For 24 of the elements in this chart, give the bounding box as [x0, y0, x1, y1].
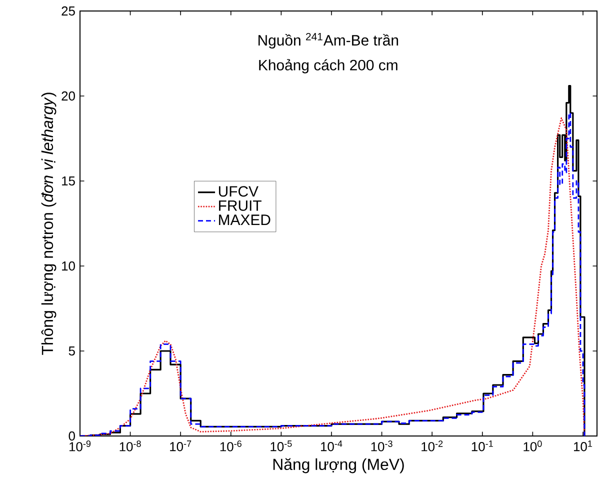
y-tick-label: 5	[68, 346, 75, 356]
y-tick-label: 20	[62, 91, 75, 101]
x-tick-label: 10$^{-5}$	[270, 440, 292, 452]
x-tick-label: 10$^{-2}$	[422, 440, 443, 452]
y-tick-label: 15	[62, 176, 75, 186]
x-axis-title: Năng lượng (MeV)	[273, 458, 404, 474]
y-tick-label: 10	[62, 261, 75, 271]
x-tick-label: 10$^{-1}$	[472, 440, 493, 452]
x-tick-label: 10$^{1}$	[574, 440, 592, 452]
annotation: Khoảng cách 200 cm	[259, 59, 398, 74]
x-tick-label: 10$^{-8}$	[120, 440, 141, 452]
x-tick-label: 10$^{-7}$	[170, 440, 192, 452]
x-tick-label: 10$^{0}$	[524, 440, 542, 452]
x-tick-label: 10$^{-3}$	[371, 440, 392, 452]
y-axis-title: Thông lượng nơtron (đơn vị lethargy)	[41, 92, 56, 355]
legend-label: MAXED	[219, 214, 270, 225]
annotation: Nguồn $^{241}$Am-Be trần	[258, 32, 398, 49]
x-tick-label: 10$^{-6}$	[220, 440, 242, 452]
legend-label: FRUIT	[219, 200, 262, 211]
x-tick-label: 10$^{-9}$	[69, 440, 91, 452]
y-tick-label: 0	[68, 431, 75, 441]
y-tick-label: 25	[62, 6, 75, 16]
x-tick-label: 10$^{-4}$	[320, 440, 342, 452]
legend-label: UFCV	[218, 186, 258, 197]
